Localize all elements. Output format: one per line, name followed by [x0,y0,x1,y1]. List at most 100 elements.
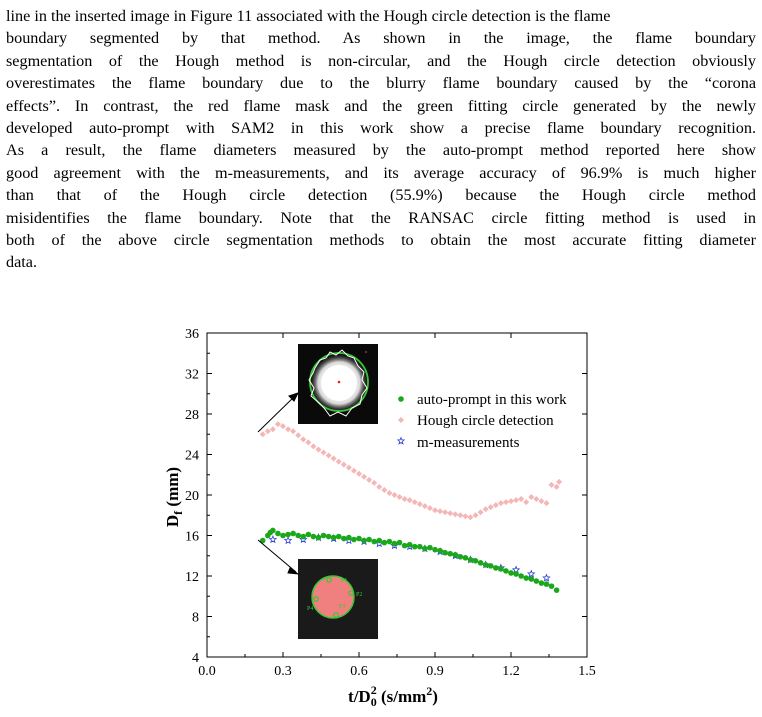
x-axis-title-unit: (s/mm [377,687,427,706]
legend: auto-prompt in this work Hough circle de… [396,392,567,451]
y-tick-label: 4 [192,651,199,666]
x-tick-label: 0.3 [274,664,292,679]
paragraph-line: than that of the Hough circle detection … [6,186,756,205]
data-point-auto-prompt [523,575,529,581]
data-point-hough [492,502,499,509]
data-point-hough [457,512,464,519]
data-point-auto-prompt [442,549,448,556]
data-point-hough [300,436,307,443]
data-point-auto-prompt [538,580,545,586]
data-point-hough [502,499,509,506]
y-axis-title-main: D [163,515,182,527]
data-point-auto-prompt [447,550,454,557]
data-point-auto-prompt [341,535,347,542]
data-point-auto-prompt [391,540,398,547]
data-point-auto-prompt [427,544,433,551]
legend-marker-auto-prompt [398,396,404,402]
data-point-hough [518,496,525,503]
data-point-auto-prompt [411,543,418,550]
x-axis-title-unit-sup: 2 [426,684,432,698]
data-point-hough [482,506,489,513]
data-point-auto-prompt [275,530,281,537]
data-point-hough [406,497,413,504]
data-point-hough [548,481,555,488]
data-point-hough [290,428,297,435]
data-point-auto-prompt [417,543,423,550]
data-point-auto-prompt [467,557,474,563]
data-point-hough [285,426,292,433]
data-point-hough [401,496,408,503]
data-point-hough [553,483,560,490]
data-point-hough [320,449,327,456]
data-point-hough [259,431,266,438]
data-point-m-measurement [526,569,536,578]
x-axis-title-close: ) [432,687,438,706]
data-point-hough [528,494,535,501]
data-point-auto-prompt [346,534,352,541]
data-point-auto-prompt [310,533,317,540]
paragraph-line: data. [6,253,38,272]
data-point-auto-prompt [290,530,296,537]
data-point-auto-prompt [533,578,540,584]
data-point-hough [513,497,520,504]
data-point-hough [421,503,428,510]
data-point-hough [310,443,317,450]
y-tick-label: 20 [185,489,199,504]
paragraph-line: line in the inserted image in Figure 11 … [6,7,611,25]
data-point-auto-prompt [477,560,484,566]
data-point-auto-prompt [437,547,443,554]
data-point-auto-prompt [487,563,494,569]
data-point-auto-prompt [462,554,469,561]
data-point-auto-prompt [513,571,519,577]
data-point-hough [269,426,276,433]
data-point-hough [396,494,403,501]
y-tick-label: 24 [185,449,199,464]
paragraph-line: As a result, the flame diameters measure… [6,141,756,160]
data-point-auto-prompt [280,532,286,539]
data-point-auto-prompt [335,533,342,540]
data-point-auto-prompt [528,576,535,582]
legend-marker-m-measurements [396,436,406,445]
data-point-hough [381,486,388,493]
data-point-hough [295,432,302,439]
data-point-hough [472,512,479,519]
data-point-auto-prompt [356,535,362,542]
data-point-auto-prompt [503,568,509,574]
data-point-auto-prompt [386,538,393,545]
x-tick-label: 0.9 [426,664,444,679]
x-axis-title: t/D02 (s/mm2) [348,683,438,709]
y-tick-label: 8 [192,611,199,626]
legend-label-m-measurements: m-measurements [417,435,520,451]
paragraph-line: effects”. In contrast, the red flame mas… [6,96,756,115]
inset-label: P1 [341,578,347,584]
data-point-auto-prompt [381,539,388,546]
data-point-auto-prompt [518,573,524,579]
data-point-hough [274,421,281,428]
data-point-hough [426,505,433,512]
data-point-auto-prompt [259,537,266,544]
data-point-hough [487,504,494,511]
data-point-hough [335,458,342,465]
data-point-auto-prompt [498,566,504,572]
data-point-auto-prompt [295,532,302,539]
y-tick-label: 28 [185,408,199,423]
data-point-hough [350,467,357,474]
data-point-hough [391,492,398,498]
data-point-hough [411,499,418,506]
data-point-hough [442,509,449,516]
data-point-auto-prompt [366,536,372,543]
svg-text:t/D02 (s/mm2): t/D02 (s/mm2) [348,683,438,709]
data-point-auto-prompt [396,539,403,546]
data-point-auto-prompt [406,541,413,548]
x-axis-ticks: 0.0 0.3 0.6 0.9 1.2 1.5 [198,333,596,679]
inset-autoprompt-image: P1 P2 P3 P4 [298,559,378,639]
data-point-auto-prompt [457,553,464,560]
data-point-hough [477,509,484,516]
data-point-hough [543,500,550,507]
inset-label: P2 [356,592,362,598]
y-axis-title-sub: f [171,510,185,515]
x-tick-label: 0.0 [198,664,216,679]
data-point-m-measurement [298,534,308,544]
data-point-auto-prompt [432,546,438,553]
